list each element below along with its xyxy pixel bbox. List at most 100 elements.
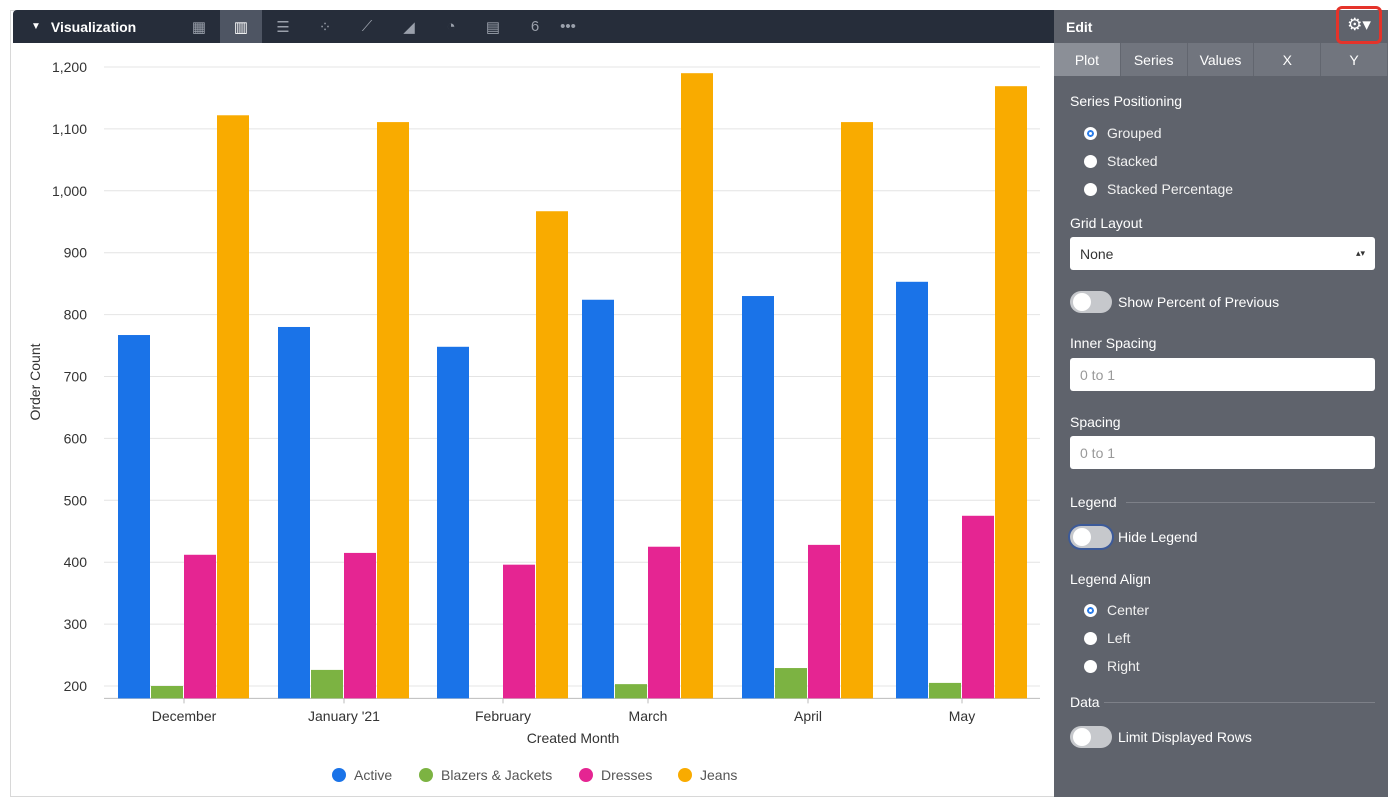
bar-dresses-1 xyxy=(344,552,376,699)
legend-label: Active xyxy=(354,767,392,783)
x-tick-label: January '21 xyxy=(308,708,380,724)
bar-blazers-jackets-5 xyxy=(929,682,961,699)
grid-layout-value: None xyxy=(1080,245,1114,262)
bar-jeans-1 xyxy=(377,122,409,699)
radio-label: Stacked xyxy=(1107,153,1158,169)
radio-icon xyxy=(1084,182,1097,196)
radio-label: Right xyxy=(1107,658,1140,674)
legend-align-label: Legend Align xyxy=(1070,571,1151,587)
bar-active-5 xyxy=(896,281,928,699)
x-tick-label: April xyxy=(794,708,822,724)
caret-down-icon: ▼ xyxy=(31,21,41,32)
bar-blazers-jackets-0 xyxy=(151,686,183,699)
y-tick-label: 1,000 xyxy=(52,183,87,199)
radio-stacked-percentage[interactable]: Stacked Percentage xyxy=(1084,181,1233,197)
bar-jeans-5 xyxy=(995,86,1027,699)
radio-right[interactable]: Right xyxy=(1084,658,1140,674)
spacing-label: Spacing xyxy=(1070,414,1121,430)
toggle-label: Show Percent of Previous xyxy=(1118,294,1280,310)
grid-layout-label: Grid Layout xyxy=(1070,215,1143,231)
show-percent-previous-toggle[interactable]: Show Percent of Previous xyxy=(1070,291,1279,313)
tab-y[interactable]: Y xyxy=(1321,43,1388,76)
bar-dresses-3 xyxy=(648,546,680,699)
bar-active-1 xyxy=(278,326,310,699)
pie-icon[interactable]: ◔ xyxy=(446,18,456,35)
y-tick-label: 900 xyxy=(64,245,88,261)
radio-stacked[interactable]: Stacked xyxy=(1084,153,1158,169)
bar-blazers-jackets-3 xyxy=(615,684,647,699)
radio-icon xyxy=(1084,659,1097,673)
hide-legend-toggle[interactable]: Hide Legend xyxy=(1070,526,1197,548)
grid-layout-select[interactable]: None ▴▾ xyxy=(1070,237,1375,270)
spacing-input[interactable] xyxy=(1070,436,1375,469)
bar-jeans-0 xyxy=(217,115,249,699)
radio-center[interactable]: Center xyxy=(1084,602,1149,618)
y-tick-label: 600 xyxy=(64,430,88,446)
more-icon[interactable]: ••• xyxy=(560,18,576,35)
bar-dresses-0 xyxy=(184,554,216,699)
bar-blazers-jackets-1 xyxy=(311,669,343,699)
bar-active-4 xyxy=(742,296,774,699)
x-axis-title: Created Month xyxy=(527,730,620,746)
column-chart-icon[interactable]: ▥ xyxy=(220,10,262,43)
y-tick-label: 800 xyxy=(64,307,88,323)
tab-plot[interactable]: Plot xyxy=(1054,43,1121,76)
x-tick-label: December xyxy=(152,708,217,724)
tab-series[interactable]: Series xyxy=(1121,43,1188,76)
radio-left[interactable]: Left xyxy=(1084,630,1130,646)
x-tick-label: May xyxy=(949,708,975,724)
legend-label: Jeans xyxy=(700,767,737,783)
toggle-label: Hide Legend xyxy=(1118,529,1198,545)
divider xyxy=(1126,502,1375,503)
table-icon[interactable]: ▦ xyxy=(191,18,207,36)
tab-x[interactable]: X xyxy=(1254,43,1322,76)
bar-dresses-4 xyxy=(808,544,840,699)
map-icon[interactable]: ▤ xyxy=(485,18,501,36)
legend-section-label: Legend xyxy=(1070,494,1117,510)
y-tick-label: 1,100 xyxy=(52,121,87,137)
bar-active-0 xyxy=(118,335,150,699)
bar-chart-icon[interactable]: ☰ xyxy=(276,18,290,36)
tab-values[interactable]: Values xyxy=(1188,43,1255,76)
scatter-icon[interactable]: ⁘ xyxy=(318,18,332,36)
toggle-switch[interactable] xyxy=(1070,291,1112,313)
panel-tabs: Plot Series Values X Y xyxy=(1054,43,1388,76)
bar-jeans-2 xyxy=(536,211,568,699)
limit-rows-toggle[interactable]: Limit Displayed Rows xyxy=(1070,726,1252,748)
radio-label: Grouped xyxy=(1107,125,1162,141)
edit-panel: Edit ⚙▾ Plot Series Values X Y Series Po… xyxy=(1054,6,1388,797)
series-positioning-label: Series Positioning xyxy=(1070,93,1183,109)
single-value-icon[interactable]: 6 xyxy=(530,18,540,35)
panel-title: Edit xyxy=(1066,18,1093,35)
x-tick-label: February xyxy=(475,708,531,724)
bar-chart: 200 300 400 500 600 700 800 900 1,000 1,100 1,200 D… xyxy=(27,59,1040,783)
line-icon[interactable]: ⟋ xyxy=(361,18,373,35)
toggle-switch[interactable] xyxy=(1070,526,1112,548)
visualization-toolbar: ▼ Visualization ▦ ▥ ☰ ⁘ ⟋ ◢ ◔ ▤ 6 ••• xyxy=(13,10,1054,43)
toggle-switch[interactable] xyxy=(1070,726,1112,748)
toggle-label: Limit Displayed Rows xyxy=(1118,729,1252,745)
radio-grouped[interactable]: Grouped xyxy=(1084,125,1161,141)
inner-spacing-input[interactable] xyxy=(1070,358,1375,391)
visualization-toggle[interactable]: ▼ Visualization xyxy=(13,19,178,35)
bar-blazers-jackets-4 xyxy=(775,668,807,699)
legend-marker xyxy=(332,768,346,782)
y-tick-label: 300 xyxy=(64,616,88,632)
data-section-label: Data xyxy=(1070,694,1100,710)
inner-spacing-label: Inner Spacing xyxy=(1070,335,1157,351)
bar-dresses-5 xyxy=(962,515,994,699)
radio-selected-icon xyxy=(1084,603,1097,617)
y-tick-label: 200 xyxy=(64,678,88,694)
visualization-title: Visualization xyxy=(50,18,137,35)
y-axis-title: Order Count xyxy=(27,343,43,420)
panel-header: Edit ⚙▾ xyxy=(1054,6,1388,44)
radio-label: Left xyxy=(1107,630,1131,646)
y-tick-label: 400 xyxy=(64,554,88,570)
bar-dresses-2 xyxy=(503,564,535,699)
divider xyxy=(1104,702,1375,703)
bar-jeans-4 xyxy=(841,122,873,699)
bar-jeans-3 xyxy=(681,73,713,699)
area-icon[interactable]: ◢ xyxy=(403,18,415,36)
gear-icon[interactable]: ⚙▾ xyxy=(1336,6,1382,44)
bar-active-3 xyxy=(582,299,614,699)
